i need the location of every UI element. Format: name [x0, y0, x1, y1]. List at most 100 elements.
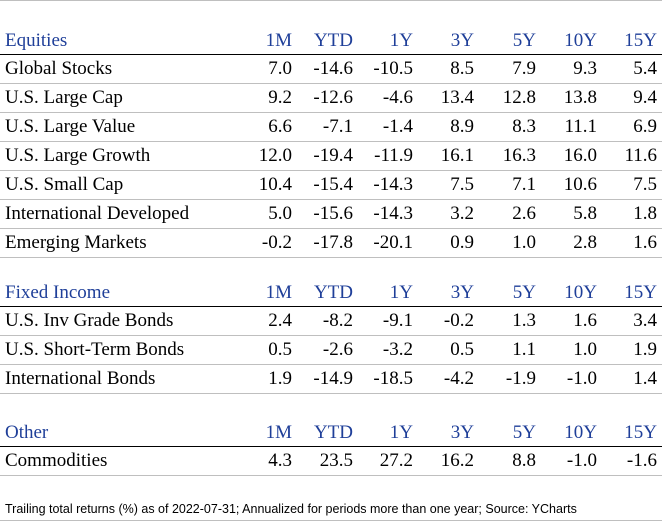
value-cell: 23.5 — [319, 450, 353, 471]
bottom-border — [0, 520, 662, 521]
value-cell: 16.0 — [563, 145, 597, 166]
row-label: U.S. Large Cap — [5, 87, 123, 108]
value-cell: -0.2 — [261, 232, 292, 253]
value-cell: 5.4 — [633, 58, 657, 79]
row-label: U.S. Inv Grade Bonds — [5, 310, 174, 331]
column-header: YTD — [313, 282, 353, 303]
column-header: YTD — [313, 422, 353, 443]
value-cell: 2.6 — [512, 203, 536, 224]
value-cell: 5.0 — [268, 203, 292, 224]
value-cell: 4.3 — [268, 450, 292, 471]
row-label: Commodities — [5, 450, 108, 471]
section-header: Equities 1M YTD 1Y 3Y 5Y 10Y 15Y — [0, 27, 662, 55]
footnote: Trailing total returns (%) as of 2022-07… — [5, 502, 577, 516]
value-cell: 1.8 — [633, 203, 657, 224]
value-cell: 8.8 — [512, 450, 536, 471]
column-header: 10Y — [564, 30, 597, 51]
column-header: 1M — [265, 282, 292, 303]
value-cell: 1.9 — [268, 368, 292, 389]
value-cell: 8.5 — [450, 58, 474, 79]
value-cell: 9.2 — [268, 87, 292, 108]
other-section: Other 1M YTD 1Y 3Y 5Y 10Y 15Y Commoditie… — [0, 419, 662, 476]
value-cell: -20.1 — [373, 232, 413, 253]
value-cell: -14.3 — [373, 174, 413, 195]
value-cell: 7.0 — [268, 58, 292, 79]
value-cell: 6.6 — [268, 116, 292, 137]
value-cell: -18.5 — [373, 368, 413, 389]
row-label: U.S. Short-Term Bonds — [5, 339, 185, 360]
column-header: 1Y — [389, 282, 413, 303]
value-cell: 1.9 — [633, 339, 657, 360]
value-cell: -1.4 — [382, 116, 413, 137]
column-header: 5Y — [512, 422, 536, 443]
value-cell: 1.3 — [512, 310, 536, 331]
column-header: 15Y — [624, 30, 657, 51]
value-cell: 1.1 — [512, 339, 536, 360]
section-title: Equities — [5, 30, 68, 51]
column-header: YTD — [313, 30, 353, 51]
value-cell: -15.4 — [313, 174, 353, 195]
value-cell: 3.4 — [633, 310, 657, 331]
value-cell: 11.6 — [624, 145, 657, 166]
fixed-income-section: Fixed Income 1M YTD 1Y 3Y 5Y 10Y 15Y U.S… — [0, 279, 662, 394]
value-cell: -19.4 — [313, 145, 353, 166]
column-header: 3Y — [450, 422, 474, 443]
value-cell: -14.6 — [313, 58, 353, 79]
table-row: Commodities 4.3 23.5 27.2 16.2 8.8 -1.0 … — [0, 447, 662, 476]
value-cell: 2.8 — [573, 232, 597, 253]
column-header: 15Y — [624, 422, 657, 443]
value-cell: -0.2 — [443, 310, 474, 331]
value-cell: 3.2 — [450, 203, 474, 224]
value-cell: -4.6 — [382, 87, 413, 108]
value-cell: 9.4 — [633, 87, 657, 108]
value-cell: 13.4 — [440, 87, 474, 108]
value-cell: -1.0 — [566, 368, 597, 389]
value-cell: -8.2 — [322, 310, 353, 331]
column-header: 1Y — [389, 422, 413, 443]
value-cell: 12.0 — [258, 145, 292, 166]
value-cell: -14.9 — [313, 368, 353, 389]
row-label: International Developed — [5, 203, 190, 224]
value-cell: 6.9 — [633, 116, 657, 137]
column-header: 10Y — [564, 282, 597, 303]
table-row: U.S. Large Value 6.6 -7.1 -1.4 8.9 8.3 1… — [0, 113, 662, 142]
value-cell: -1.9 — [505, 368, 536, 389]
value-cell: 7.9 — [512, 58, 536, 79]
value-cell: 1.0 — [512, 232, 536, 253]
row-label: International Bonds — [5, 368, 156, 389]
top-border — [0, 0, 662, 1]
table-row: U.S. Large Cap 9.2 -12.6 -4.6 13.4 12.8 … — [0, 84, 662, 113]
section-header: Other 1M YTD 1Y 3Y 5Y 10Y 15Y — [0, 419, 662, 447]
value-cell: 10.4 — [258, 174, 292, 195]
value-cell: 7.5 — [633, 174, 657, 195]
value-cell: 1.4 — [633, 368, 657, 389]
column-header: 15Y — [624, 282, 657, 303]
value-cell: 12.8 — [502, 87, 536, 108]
value-cell: -10.5 — [373, 58, 413, 79]
table-row: Global Stocks 7.0 -14.6 -10.5 8.5 7.9 9.… — [0, 55, 662, 84]
table-row: U.S. Short-Term Bonds 0.5 -2.6 -3.2 0.5 … — [0, 336, 662, 365]
value-cell: -4.2 — [443, 368, 474, 389]
value-cell: 16.1 — [440, 145, 474, 166]
section-title: Other — [5, 422, 49, 443]
column-header: 5Y — [512, 30, 536, 51]
equities-section: Equities 1M YTD 1Y 3Y 5Y 10Y 15Y Global … — [0, 27, 662, 258]
value-cell: -3.2 — [382, 339, 413, 360]
value-cell: 9.3 — [573, 58, 597, 79]
section-title: Fixed Income — [5, 282, 111, 303]
column-header: 5Y — [512, 282, 536, 303]
value-cell: -9.1 — [382, 310, 413, 331]
value-cell: 1.6 — [633, 232, 657, 253]
value-cell: 13.8 — [563, 87, 597, 108]
value-cell: -11.9 — [374, 145, 413, 166]
section-header: Fixed Income 1M YTD 1Y 3Y 5Y 10Y 15Y — [0, 279, 662, 307]
value-cell: -15.6 — [313, 203, 353, 224]
table-row: Emerging Markets -0.2 -17.8 -20.1 0.9 1.… — [0, 229, 662, 258]
value-cell: 11.1 — [564, 116, 597, 137]
row-label: U.S. Small Cap — [5, 174, 124, 195]
value-cell: 5.8 — [573, 203, 597, 224]
value-cell: 16.2 — [440, 450, 474, 471]
row-label: Global Stocks — [5, 58, 113, 79]
value-cell: -7.1 — [322, 116, 353, 137]
row-label: Emerging Markets — [5, 232, 147, 253]
